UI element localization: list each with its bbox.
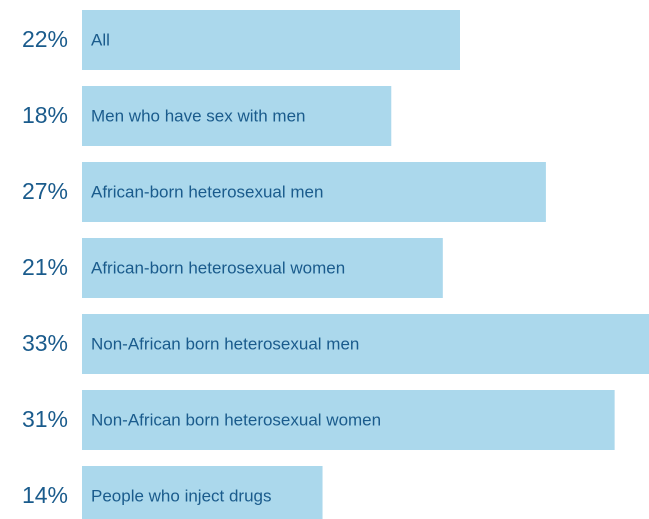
bar (82, 466, 323, 519)
bar (82, 390, 615, 450)
category-label: African-born heterosexual men (91, 182, 323, 201)
bar (82, 10, 460, 70)
value-label: 14% (22, 482, 68, 508)
category-label: All (91, 30, 110, 49)
value-label: 31% (22, 406, 68, 432)
value-label: 27% (22, 178, 68, 204)
value-label: 33% (22, 330, 68, 356)
category-label: Non-African born heterosexual women (91, 410, 381, 429)
value-label: 21% (22, 254, 68, 280)
bar (82, 238, 443, 298)
bar (82, 162, 546, 222)
category-label: African-born heterosexual women (91, 258, 345, 277)
category-label: Non-African born heterosexual men (91, 334, 359, 353)
value-label: 18% (22, 102, 68, 128)
value-label: 22% (22, 26, 68, 52)
bar (82, 314, 649, 374)
category-label: Men who have sex with men (91, 106, 306, 125)
category-label: People who inject drugs (91, 486, 272, 505)
bar (82, 86, 392, 146)
